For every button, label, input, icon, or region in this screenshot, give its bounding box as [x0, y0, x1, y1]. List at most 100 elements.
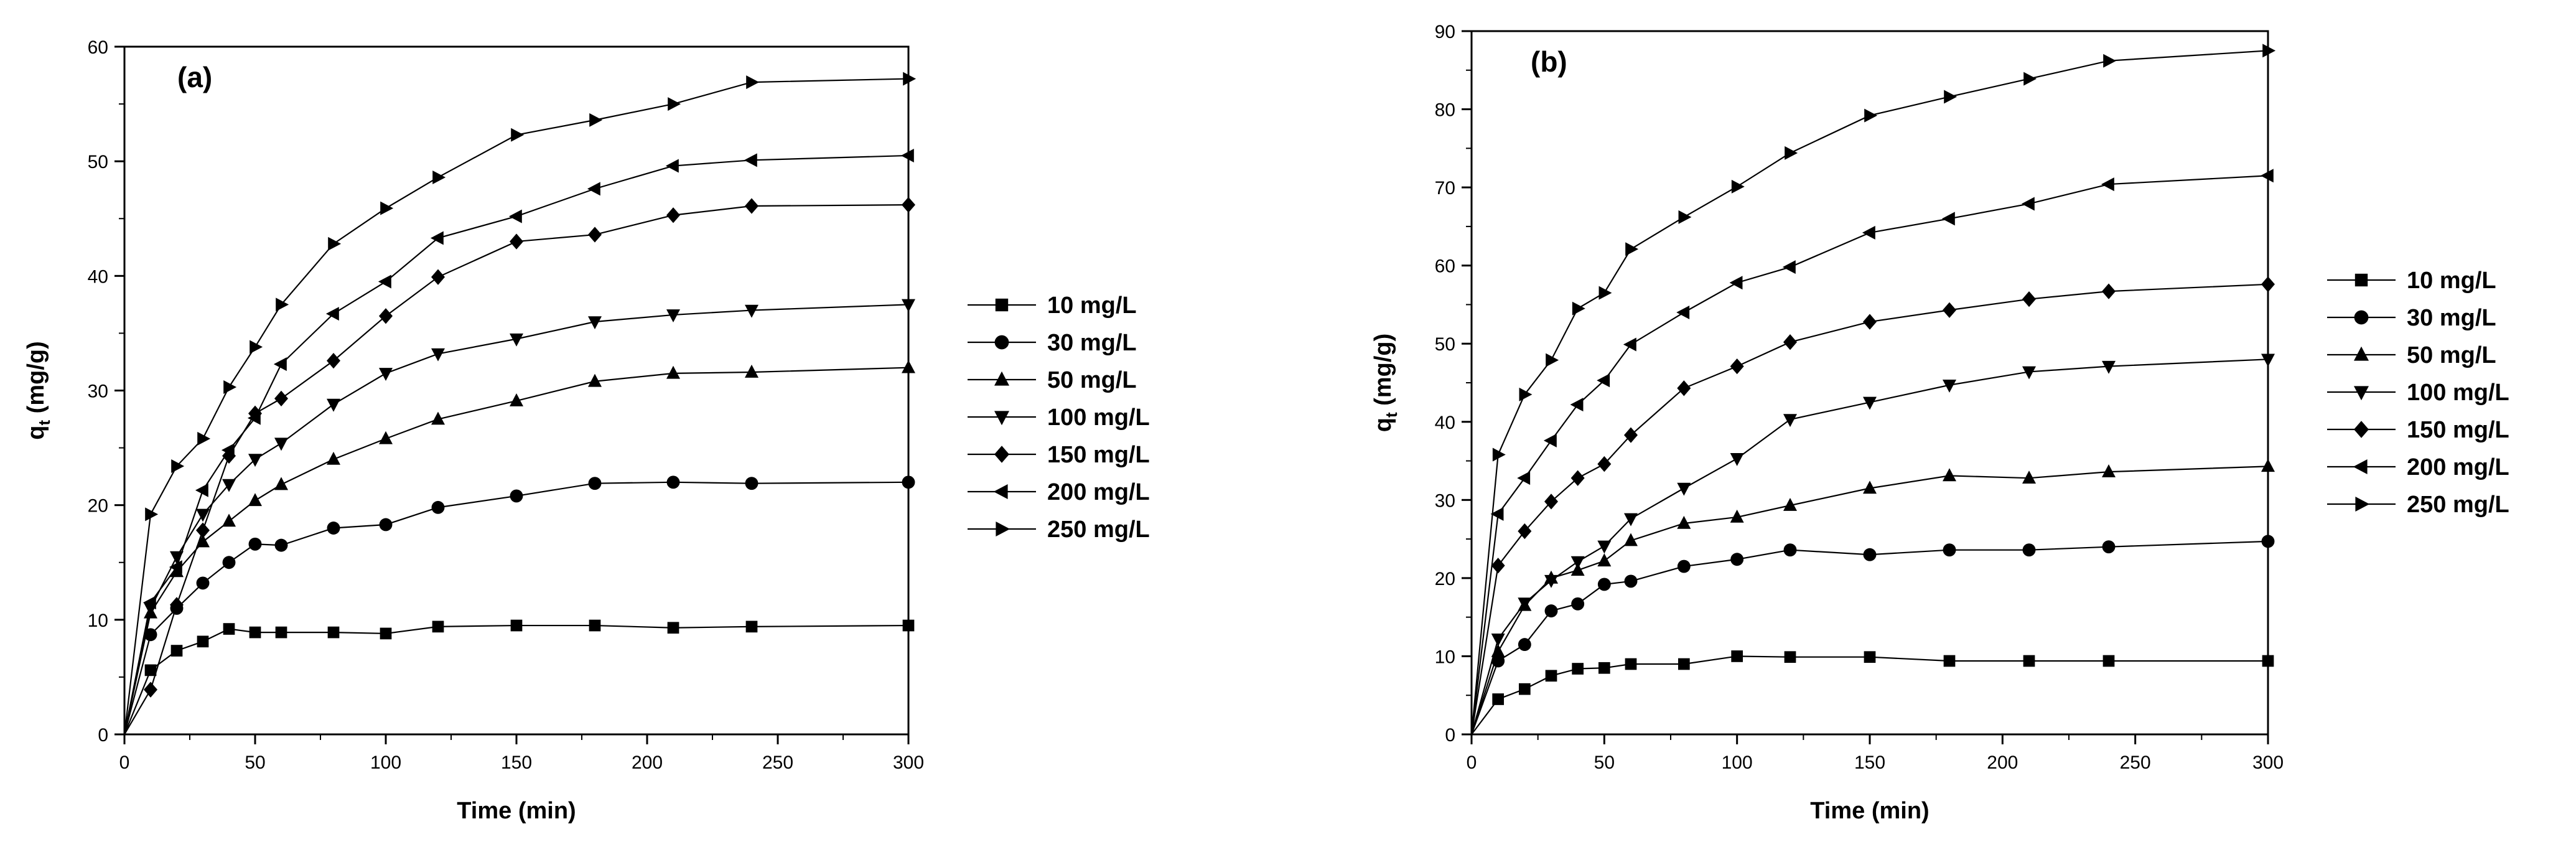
data-point	[745, 477, 758, 490]
y-tick-label: 20	[88, 496, 108, 517]
data-point	[248, 454, 262, 467]
legend-label: 150 mg/L	[1047, 442, 1150, 468]
series-10-mg-L	[1471, 650, 2274, 735]
data-point	[144, 628, 157, 642]
data-point	[1863, 314, 1877, 330]
data-point	[1677, 559, 1691, 573]
data-point	[668, 97, 681, 111]
data-point	[276, 297, 289, 312]
legend-label: 10 mg/L	[2407, 268, 2496, 294]
data-point	[274, 390, 288, 407]
data-point	[196, 576, 210, 590]
x-axis-title: Time (min)	[1810, 798, 1929, 824]
x-tick-label: 300	[893, 752, 924, 773]
data-point	[1544, 604, 1558, 618]
y-tick-label: 40	[88, 266, 108, 287]
data-point	[1572, 663, 1584, 675]
series-250-mg-L	[1470, 44, 2276, 735]
data-point	[196, 508, 210, 522]
legend-marker	[994, 335, 1009, 350]
x-tick-label: 200	[632, 752, 663, 773]
data-point	[1678, 658, 1690, 670]
data-point	[1730, 509, 1744, 523]
data-point	[2101, 177, 2114, 192]
data-point	[431, 500, 445, 514]
chart-panel-a: 0 50 100 150 200 250 300 0 10 20 30 40 50 60 Time (min…	[23, 37, 1150, 824]
data-point	[900, 148, 914, 162]
data-point	[1943, 468, 1956, 482]
data-point	[2022, 291, 2036, 307]
data-point	[2103, 54, 2117, 68]
legend-label: 250 mg/L	[2407, 492, 2509, 518]
legend-marker	[994, 446, 1009, 463]
data-point	[170, 597, 184, 613]
y-axis-title-subscript: t	[1382, 412, 1401, 418]
data-point	[142, 596, 156, 610]
data-point	[273, 357, 287, 372]
legend-label: 200 mg/L	[2407, 454, 2509, 480]
data-point	[667, 622, 679, 634]
x-tick-label: 50	[245, 752, 265, 773]
data-point	[1598, 662, 1610, 674]
data-point	[145, 507, 159, 522]
y-tick-label: 0	[98, 725, 108, 746]
data-point	[1782, 260, 1796, 274]
data-point	[903, 72, 917, 86]
data-point	[1730, 452, 1744, 466]
legend-label: 200 mg/L	[1047, 479, 1150, 505]
data-point	[2021, 197, 2035, 211]
data-point	[1570, 556, 1585, 569]
data-point	[1624, 427, 1638, 443]
data-point	[1546, 353, 1559, 367]
data-point	[511, 128, 525, 142]
data-point	[1731, 179, 1745, 194]
legend-entry: 10 mg/L	[968, 293, 1137, 319]
data-point	[196, 522, 210, 538]
legend-entry: 30 mg/L	[2327, 305, 2496, 331]
data-point	[222, 513, 236, 527]
data-point	[1544, 494, 1558, 510]
data-point	[1597, 553, 1612, 567]
series-200-mg-L	[123, 148, 914, 735]
x-tick-label: 0	[1467, 752, 1477, 773]
data-point	[587, 182, 600, 196]
data-point	[1624, 533, 1638, 546]
x-tick-label: 250	[762, 752, 793, 773]
data-point	[1944, 90, 1958, 104]
data-point	[222, 479, 236, 492]
data-point	[1491, 558, 1505, 574]
legend-marker	[994, 371, 1009, 386]
data-point	[379, 431, 393, 444]
data-point	[510, 393, 523, 406]
data-point	[1597, 540, 1612, 554]
data-point	[2102, 360, 2116, 374]
data-point	[249, 626, 261, 639]
legend-marker	[2353, 459, 2368, 474]
data-point	[510, 333, 523, 347]
data-point	[1863, 548, 1877, 561]
data-point	[2261, 276, 2275, 293]
data-point	[431, 348, 445, 362]
data-point	[379, 368, 393, 381]
data-point	[274, 538, 288, 552]
y-axis-title-main: q	[1370, 418, 1396, 432]
y-axis-title-main: q	[23, 426, 49, 440]
data-point	[195, 483, 208, 497]
y-tick-label: 50	[88, 152, 108, 172]
data-point	[666, 365, 680, 379]
data-point	[1676, 306, 1690, 319]
data-point	[327, 522, 340, 535]
series-150-mg-L	[124, 197, 915, 735]
legend-entry: 100 mg/L	[2327, 380, 2509, 406]
data-point	[144, 664, 157, 676]
data-point	[1730, 358, 1744, 375]
x-axis-title: Time (min)	[457, 798, 576, 824]
data-point	[2022, 470, 2036, 484]
data-point	[274, 438, 288, 451]
data-point	[169, 560, 182, 574]
data-point	[1492, 693, 1505, 705]
data-point	[197, 635, 209, 648]
data-point	[2261, 353, 2275, 367]
data-point	[508, 209, 522, 223]
